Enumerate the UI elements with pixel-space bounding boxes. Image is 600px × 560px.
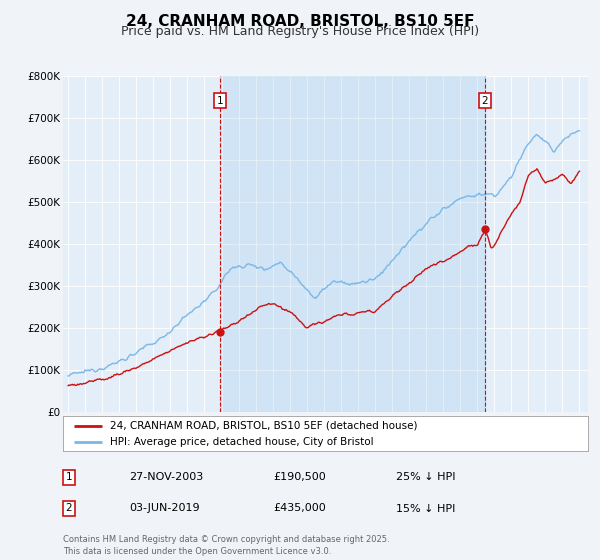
Text: Contains HM Land Registry data © Crown copyright and database right 2025.
This d: Contains HM Land Registry data © Crown c… [63,535,389,556]
Text: 2: 2 [65,503,73,514]
Text: 03-JUN-2019: 03-JUN-2019 [129,503,200,514]
Text: 2: 2 [482,96,488,106]
Bar [220,76,485,412]
Text: 15% ↓ HPI: 15% ↓ HPI [396,503,455,514]
Text: 1: 1 [65,472,73,482]
Text: 1: 1 [217,96,223,106]
Text: £190,500: £190,500 [273,472,326,482]
Text: HPI: Average price, detached house, City of Bristol: HPI: Average price, detached house, City… [110,437,374,447]
Text: 24, CRANHAM ROAD, BRISTOL, BS10 5EF (detached house): 24, CRANHAM ROAD, BRISTOL, BS10 5EF (det… [110,421,418,431]
Text: 27-NOV-2003: 27-NOV-2003 [129,472,203,482]
Text: Price paid vs. HM Land Registry's House Price Index (HPI): Price paid vs. HM Land Registry's House … [121,25,479,38]
Text: £435,000: £435,000 [273,503,326,514]
Text: 24, CRANHAM ROAD, BRISTOL, BS10 5EF: 24, CRANHAM ROAD, BRISTOL, BS10 5EF [126,14,474,29]
Text: 25% ↓ HPI: 25% ↓ HPI [396,472,455,482]
